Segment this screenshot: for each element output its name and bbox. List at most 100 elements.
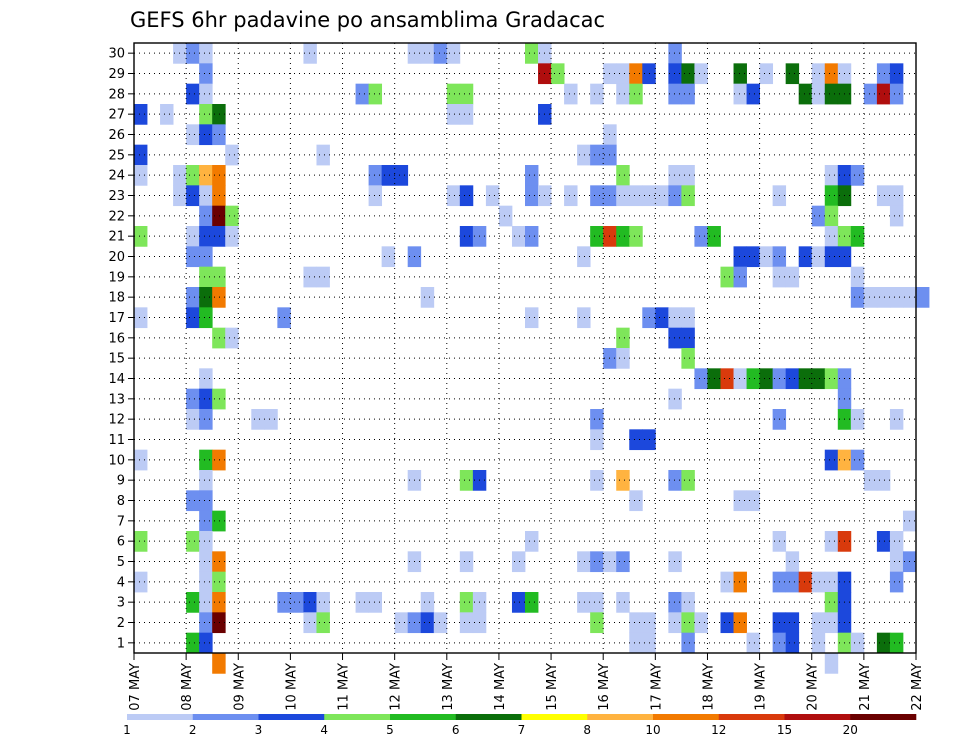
- x-tick-label: 14 MAY: [493, 663, 508, 711]
- heatmap-cell: [186, 531, 200, 552]
- heatmap-cell: [850, 287, 865, 308]
- x-tick-label: 12 MAY: [389, 663, 404, 711]
- heatmap-cell: [916, 287, 930, 308]
- heatmap-cell: [824, 205, 839, 227]
- heatmap-cell: [746, 368, 760, 390]
- colorbar-swatch: [653, 714, 720, 720]
- x-tick-label: 22 MAY: [910, 663, 925, 711]
- heatmap-cell: [616, 63, 630, 85]
- heatmap-cell: [199, 124, 213, 146]
- heatmap-cell: [225, 144, 239, 166]
- heatmap-cell: [186, 287, 200, 308]
- colorbar-swatch: [324, 714, 391, 720]
- colorbar-legend: 1 2 3 4 5 6 7 8 10 12 15 20: [123, 714, 917, 737]
- heatmap-cell: [186, 185, 200, 207]
- heatmap-cell: [889, 83, 904, 105]
- heatmap-cell: [316, 266, 330, 288]
- heatmap-cell: [733, 266, 747, 288]
- heatmap-cell: [681, 165, 695, 186]
- heatmap-cell: [355, 592, 369, 613]
- heatmap-cell: [681, 327, 695, 349]
- colorbar-label: 15: [777, 723, 792, 737]
- heatmap-cell: [355, 83, 369, 105]
- heatmap-cell: [824, 531, 839, 552]
- plot-frame: [133, 42, 917, 654]
- heatmap-cell: [668, 63, 682, 85]
- heatmap-cell: [694, 226, 708, 247]
- heatmap-cell: [629, 185, 643, 207]
- heatmap-cell: [199, 205, 213, 227]
- heatmap-cell: [199, 104, 213, 125]
- heatmap-cell: [212, 592, 226, 613]
- heatmap-cell: [668, 592, 682, 613]
- heatmap-cell: [811, 205, 826, 227]
- heatmap-cell: [681, 632, 695, 654]
- heatmap-cell: [590, 83, 604, 105]
- y-tick-label: 25: [108, 148, 125, 163]
- heatmap-cell: [186, 165, 200, 186]
- heatmap-cell: [525, 226, 539, 247]
- colorbar-label: 7: [518, 723, 526, 737]
- heatmap-cell: [863, 470, 878, 491]
- heatmap-cell: [668, 612, 682, 634]
- colorbar-label: 3: [255, 723, 263, 737]
- heatmap-cell: [590, 612, 604, 634]
- heatmap-cell: [225, 205, 239, 227]
- heatmap-cell: [876, 531, 891, 552]
- heatmap-cell: [850, 266, 865, 288]
- heatmap-cell: [590, 592, 604, 613]
- heatmap-cell: [811, 63, 826, 85]
- heatmap-cell: [629, 429, 643, 451]
- y-tick-label: 19: [108, 270, 125, 285]
- heatmap-cell: [616, 327, 630, 349]
- heatmap-cell: [199, 388, 213, 410]
- x-tick-label: 18 MAY: [701, 663, 716, 711]
- heatmap-cell: [199, 551, 213, 573]
- heatmap-cell: [733, 490, 747, 512]
- heatmap-cell: [459, 470, 474, 491]
- heatmap-cell: [212, 287, 226, 308]
- heatmap-cell: [824, 592, 839, 613]
- chart-title: GEFS 6hr padavine po ansamblima Gradacac: [130, 8, 605, 32]
- heatmap-cell: [212, 449, 226, 471]
- heatmap-cell: [889, 632, 904, 654]
- heatmap-cell: [629, 63, 643, 85]
- y-tick-label: 6: [117, 535, 125, 550]
- heatmap-cell: [876, 63, 891, 85]
- heatmap-cell: [199, 449, 213, 471]
- dotted-grid: [134, 43, 916, 653]
- colorbar-label: 1: [123, 723, 131, 737]
- y-tick-label: 14: [108, 372, 125, 387]
- heatmap-cell: [590, 429, 604, 451]
- heatmap-cell: [420, 612, 435, 634]
- heatmap-cell: [616, 348, 630, 369]
- heatmap-cell: [733, 63, 747, 85]
- y-tick-label: 5: [117, 555, 125, 570]
- y-tick-label: 11: [108, 433, 125, 448]
- colorbar-swatch: [127, 714, 194, 720]
- heatmap-cell: [733, 246, 747, 268]
- heatmap-cell: [798, 246, 813, 268]
- heatmap-cell: [889, 185, 904, 207]
- heatmap-cell: [889, 63, 904, 85]
- heatmap-cell: [225, 226, 239, 247]
- x-tick-label: 07 MAY: [128, 663, 143, 711]
- colorbar-label: 6: [452, 723, 460, 737]
- heatmap-cell: [824, 653, 839, 674]
- heatmap-cell: [694, 612, 708, 634]
- heatmap-cell: [381, 246, 396, 268]
- heatmap-cell: [303, 266, 317, 288]
- heatmap-cell: [381, 165, 396, 186]
- x-axis-ticks: 07 MAY 08 MAY 09 MAY 10 MAY 11 MAY 12 MAY 13 M…: [128, 653, 925, 711]
- heatmap-cell: [485, 185, 500, 207]
- heatmap-cell: [811, 632, 826, 654]
- heatmap-cell: [668, 307, 682, 329]
- heatmap-cell: [629, 226, 643, 247]
- colorbar-swatch: [784, 714, 851, 720]
- heatmap-cell: [824, 449, 839, 471]
- x-tick-label: 21 MAY: [858, 663, 873, 711]
- heatmap-cell: [876, 83, 891, 105]
- heatmap-cell: [876, 470, 891, 491]
- heatmap-cell: [511, 592, 526, 613]
- x-tick-label: 09 MAY: [232, 663, 247, 711]
